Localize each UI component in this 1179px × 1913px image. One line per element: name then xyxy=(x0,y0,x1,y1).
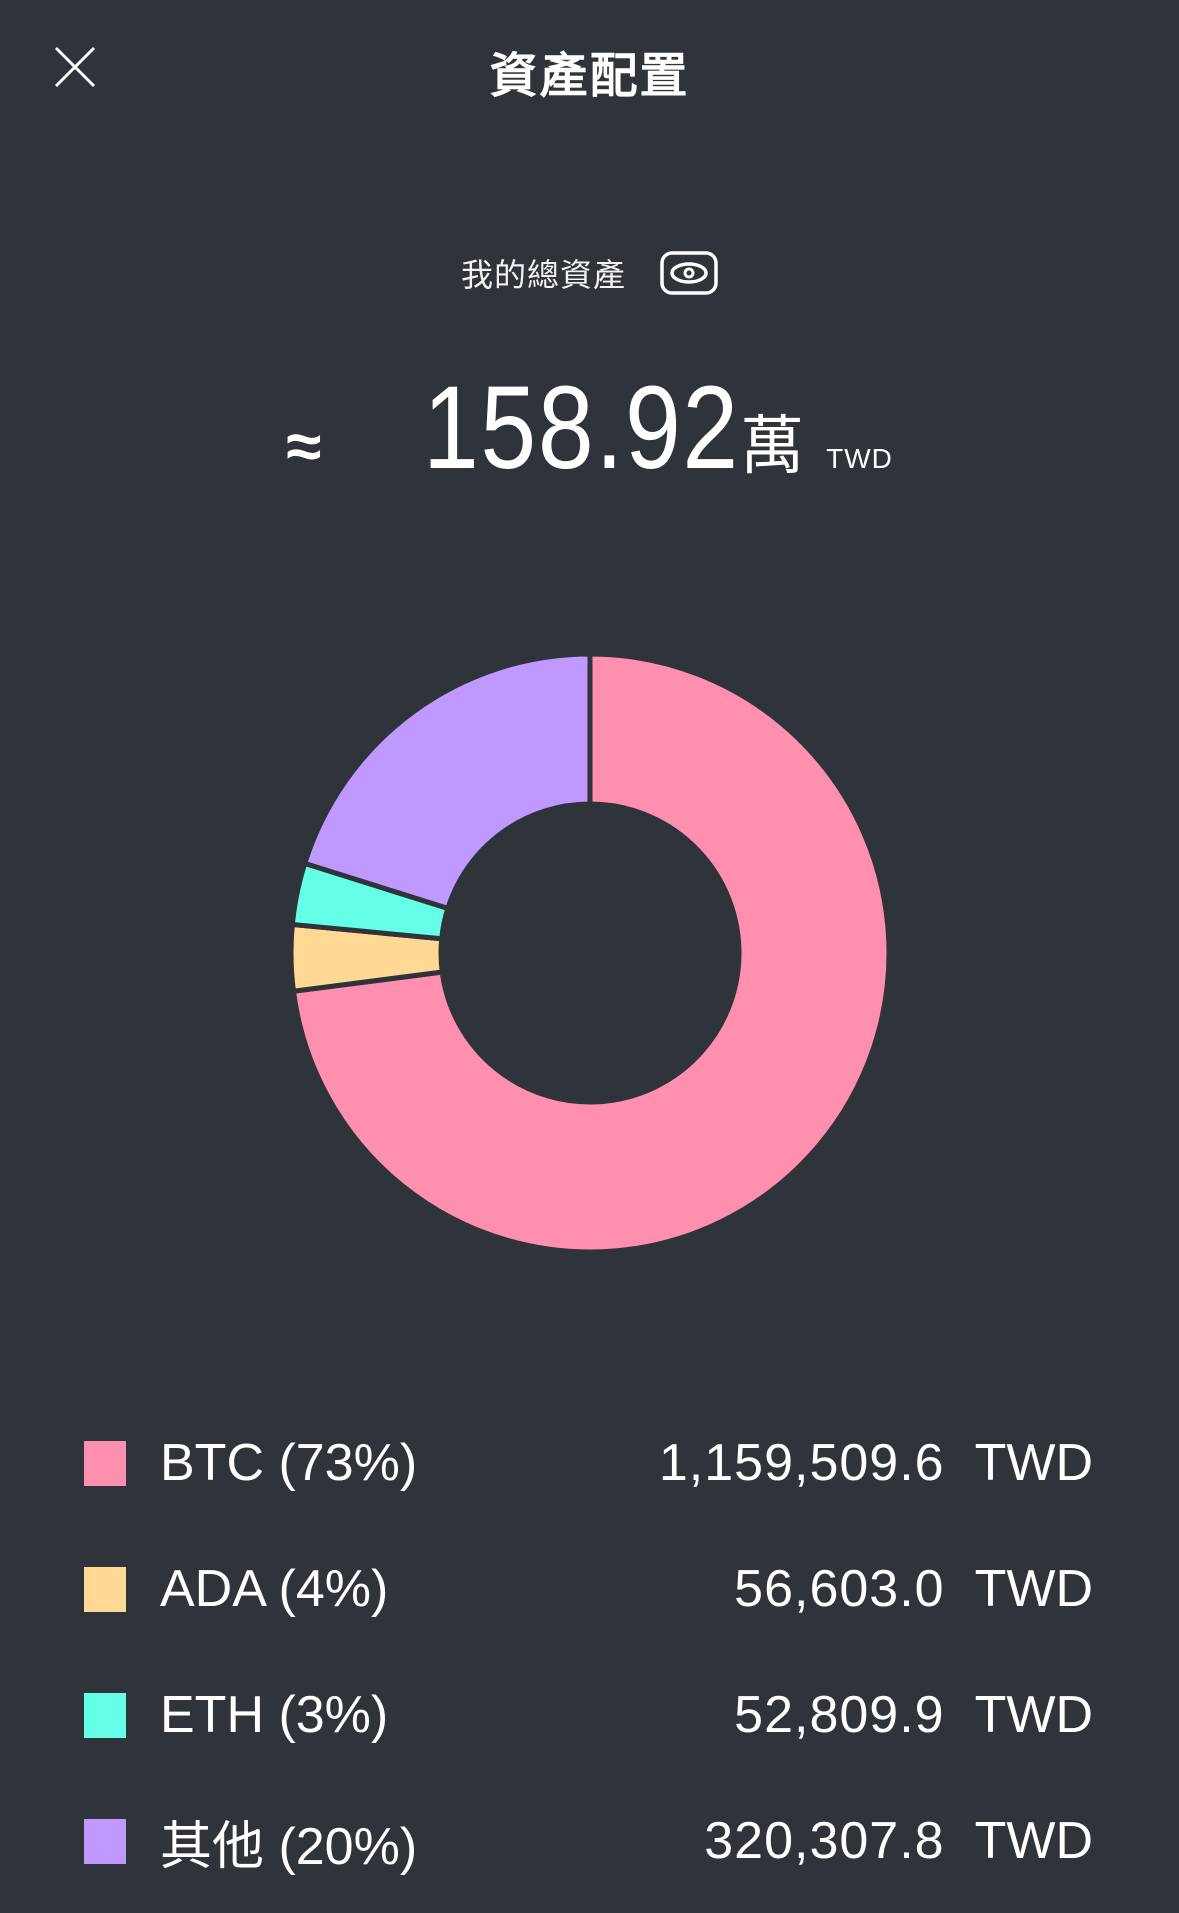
legend-row[interactable]: ADA (4%) 56,603.0 TWD xyxy=(84,1526,1093,1652)
legend-row[interactable]: BTC (73%) 1,159,509.6 TWD xyxy=(84,1400,1093,1526)
legend: BTC (73%) 1,159,509.6 TWD ADA (4%) 56,60… xyxy=(84,1400,1093,1904)
legend-currency: TWD xyxy=(974,1812,1093,1870)
legend-swatch xyxy=(84,1440,126,1486)
legend-swatch xyxy=(84,1818,126,1864)
donut-slice-btc[interactable] xyxy=(290,651,892,1255)
legend-label: ADA (4%) xyxy=(160,1560,389,1618)
total-unit: 萬 xyxy=(740,410,805,482)
legend-row[interactable]: 其他 (20%) 320,307.8 TWD xyxy=(84,1778,1093,1904)
eye-icon[interactable] xyxy=(660,251,718,295)
legend-swatch xyxy=(84,1692,126,1738)
page-title: 資產配置 xyxy=(489,50,690,103)
legend-currency: TWD xyxy=(974,1434,1093,1492)
legend-label: 其他 (20%) xyxy=(160,1817,418,1876)
donut-slice-其他[interactable] xyxy=(301,651,593,912)
legend-row[interactable]: ETH (3%) 52,809.9 TWD xyxy=(84,1652,1093,1778)
legend-currency: TWD xyxy=(974,1560,1093,1618)
legend-value: 1,159,509.6 xyxy=(658,1434,945,1492)
total-assets: ≈ 158.92 萬 TWD xyxy=(0,360,1179,496)
total-currency: TWD xyxy=(826,443,893,474)
total-assets-label: 我的總資產 xyxy=(460,257,626,293)
legend-label: ETH (3%) xyxy=(160,1686,389,1744)
legend-value: 52,809.9 xyxy=(734,1686,945,1744)
legend-swatch xyxy=(84,1566,126,1612)
legend-currency: TWD xyxy=(974,1686,1093,1744)
total-amount: 158.92 xyxy=(423,362,741,494)
legend-value: 56,603.0 xyxy=(734,1560,945,1618)
legend-label: BTC (73%) xyxy=(160,1434,418,1492)
approx-sign: ≈ xyxy=(286,410,322,482)
allocation-donut-chart xyxy=(290,651,892,1255)
close-icon xyxy=(54,46,96,88)
close-button[interactable] xyxy=(52,44,98,90)
legend-value: 320,307.8 xyxy=(704,1812,945,1870)
